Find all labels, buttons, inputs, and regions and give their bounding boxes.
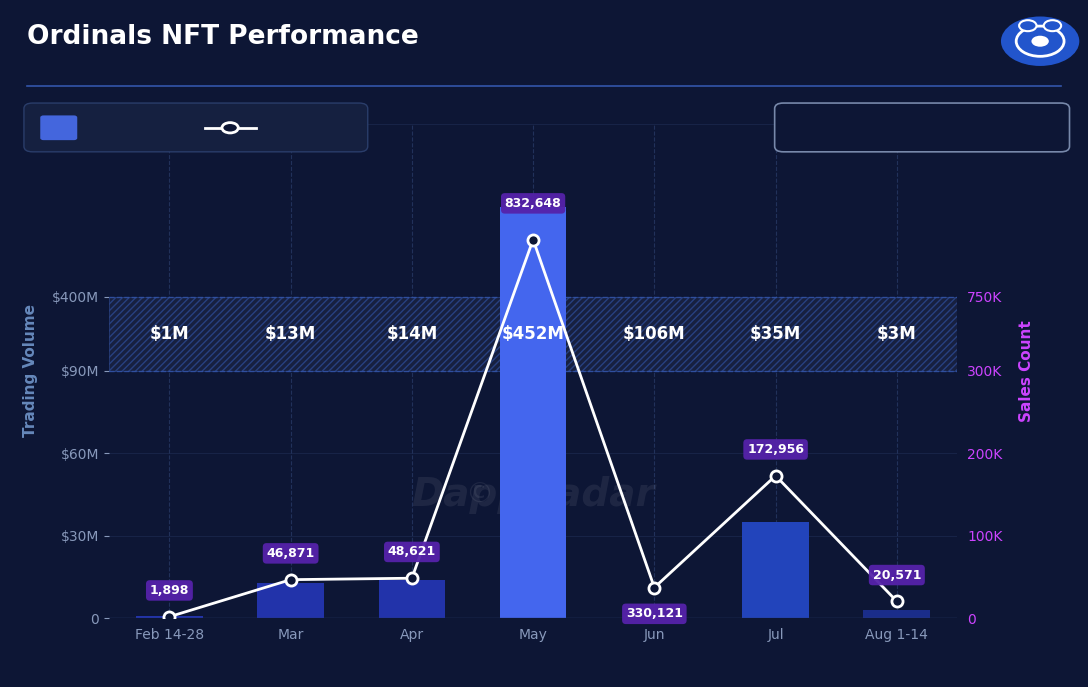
Text: $13M: $13M bbox=[265, 325, 317, 343]
Bar bbox=[499, 207, 567, 618]
Y-axis label: Sales Count: Sales Count bbox=[1019, 320, 1035, 422]
Text: 832,648: 832,648 bbox=[505, 197, 561, 210]
Text: 20,571: 20,571 bbox=[873, 569, 922, 582]
Y-axis label: Trading Volume: Trading Volume bbox=[23, 304, 38, 438]
Text: Trading Volume: Trading Volume bbox=[82, 121, 188, 135]
Bar bbox=[109, 297, 957, 371]
Bar bbox=[742, 522, 808, 618]
Text: 48,621: 48,621 bbox=[387, 545, 436, 559]
Text: 46,871: 46,871 bbox=[267, 547, 314, 560]
Text: $106M: $106M bbox=[623, 325, 685, 343]
Text: $452M: $452M bbox=[502, 325, 565, 343]
Text: 1,898: 1,898 bbox=[150, 584, 189, 597]
Text: $1M: $1M bbox=[150, 325, 189, 343]
Bar bbox=[258, 583, 324, 618]
Bar bbox=[136, 616, 202, 618]
Text: 172,956: 172,956 bbox=[747, 443, 804, 456]
Bar bbox=[109, 297, 957, 371]
Text: $35M: $35M bbox=[750, 325, 801, 343]
Text: Feb 14 - Aug 14 2023: Feb 14 - Aug 14 2023 bbox=[839, 121, 1006, 135]
Text: ©: © bbox=[465, 481, 493, 508]
Text: $3M: $3M bbox=[877, 325, 917, 343]
Text: Ordinals NFT Performance: Ordinals NFT Performance bbox=[27, 24, 419, 50]
Bar bbox=[864, 610, 930, 618]
Text: DappRadar: DappRadar bbox=[411, 475, 655, 514]
Bar bbox=[621, 618, 688, 687]
Text: 330,121: 330,121 bbox=[626, 607, 683, 620]
Bar bbox=[379, 580, 445, 618]
Text: $14M: $14M bbox=[386, 325, 437, 343]
Text: Sales Count: Sales Count bbox=[264, 121, 347, 135]
